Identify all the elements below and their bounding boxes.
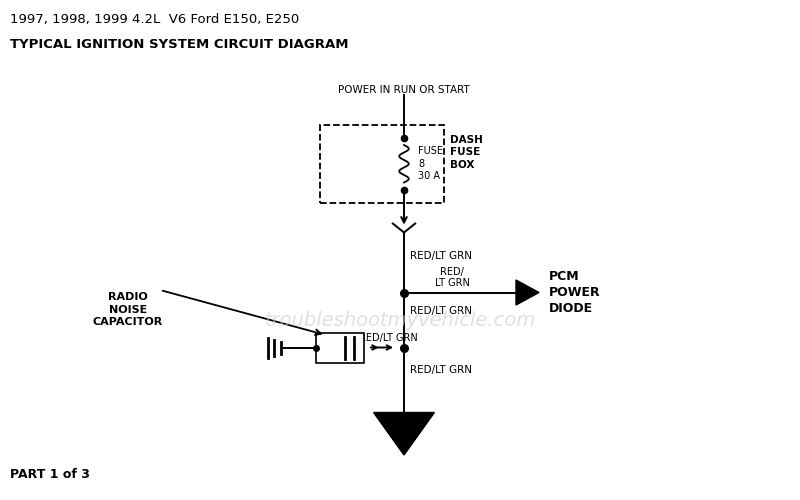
- Text: POWER IN RUN OR START: POWER IN RUN OR START: [338, 85, 470, 95]
- Text: RED/LT GRN: RED/LT GRN: [410, 306, 472, 316]
- Text: RED/LT GRN: RED/LT GRN: [410, 252, 472, 261]
- Text: RADIO
NOISE
CAPACITOR: RADIO NOISE CAPACITOR: [93, 292, 163, 328]
- Text: RED/LT GRN: RED/LT GRN: [358, 334, 418, 344]
- Text: RED/LT GRN: RED/LT GRN: [410, 365, 472, 375]
- Text: PART 1 of 3: PART 1 of 3: [10, 468, 90, 481]
- Text: FUSE
8
30 A: FUSE 8 30 A: [418, 146, 443, 181]
- Text: RED/
LT GRN: RED/ LT GRN: [434, 267, 470, 288]
- Text: PCM
POWER
DIODE: PCM POWER DIODE: [549, 270, 600, 315]
- Text: troubleshootmyvehicle.com: troubleshootmyvehicle.com: [264, 310, 536, 330]
- Polygon shape: [516, 280, 539, 305]
- Text: 1997, 1998, 1999 4.2L  V6 Ford E150, E250: 1997, 1998, 1999 4.2L V6 Ford E150, E250: [10, 12, 300, 26]
- Text: B: B: [399, 427, 409, 440]
- Text: DASH
FUSE
BOX: DASH FUSE BOX: [450, 134, 483, 170]
- Text: TYPICAL IGNITION SYSTEM CIRCUIT DIAGRAM: TYPICAL IGNITION SYSTEM CIRCUIT DIAGRAM: [10, 38, 349, 51]
- FancyBboxPatch shape: [316, 332, 364, 362]
- Polygon shape: [374, 412, 434, 455]
